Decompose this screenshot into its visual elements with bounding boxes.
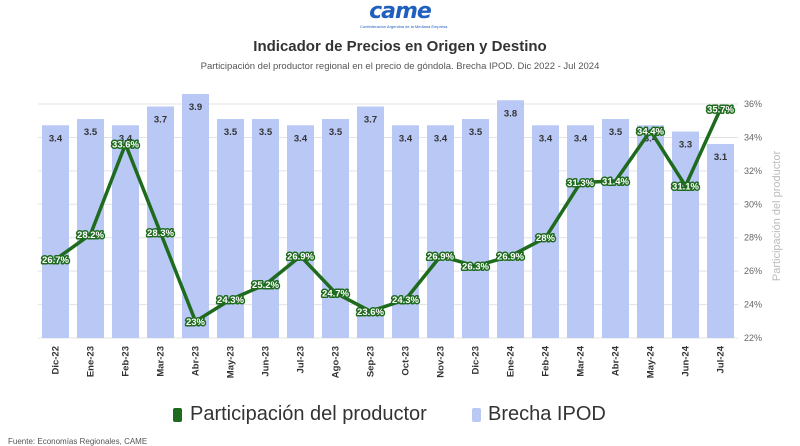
chart-title: Indicador de Precios en Origen y Destino <box>253 38 547 55</box>
bar <box>77 119 104 339</box>
bar-value-label: 3.4 <box>399 133 413 144</box>
x-tick-label: Jun-23 <box>261 346 272 377</box>
bar-value-label: 3.9 <box>189 102 202 113</box>
y-axis-label: Participación del productor <box>771 151 783 282</box>
line-value-label: 26.7% <box>42 255 69 266</box>
bar-value-label: 3.5 <box>84 127 98 138</box>
bar <box>707 144 734 338</box>
x-tick-label: Dic-23 <box>471 346 482 375</box>
line-value-label: 35.7% <box>707 105 734 116</box>
x-tick-label: Sep-23 <box>366 346 377 377</box>
x-tick-label: Ago-23 <box>331 346 342 378</box>
x-tick-label: Mar-24 <box>576 345 587 376</box>
line-value-label: 28% <box>536 233 556 244</box>
line-value-label: 24.3% <box>392 295 419 306</box>
x-tick-label: Jul-23 <box>296 346 307 373</box>
legend-swatch-participacion <box>173 408 182 422</box>
x-tick-label: May-23 <box>226 346 237 378</box>
line-value-label: 24.3% <box>217 295 244 306</box>
source-note: Fuente: Economías Regionales, CAME <box>8 437 148 446</box>
line-value-label: 23% <box>186 317 206 328</box>
bar-value-label: 3.4 <box>574 133 588 144</box>
line-value-label: 28.2% <box>77 230 104 241</box>
bar-value-label: 3.5 <box>259 127 273 138</box>
y-tick-label: 26% <box>744 266 762 276</box>
x-tick-label: Nov-23 <box>436 346 447 378</box>
y-tick-label: 28% <box>744 233 762 243</box>
bar-value-label: 3.7 <box>154 115 167 126</box>
y-tick-label: 30% <box>744 199 762 209</box>
bar <box>497 100 524 338</box>
y-tick-label: 32% <box>744 166 762 176</box>
bar-value-label: 3.5 <box>224 127 238 138</box>
bar <box>322 119 349 339</box>
bar <box>427 125 454 339</box>
bar-value-label: 3.8 <box>504 108 517 119</box>
bar <box>637 125 664 339</box>
y-tick-label: 34% <box>744 132 762 142</box>
chart-subtitle: Participación del productor regional en … <box>200 61 600 72</box>
x-tick-label: Oct-23 <box>401 346 412 376</box>
line-value-label: 26.9% <box>427 252 454 263</box>
bar <box>147 106 174 338</box>
bar <box>462 119 489 339</box>
y-tick-label: 36% <box>744 99 762 109</box>
bar-value-label: 3.4 <box>644 133 658 144</box>
x-tick-label: Ene-23 <box>86 346 97 377</box>
line-value-label: 28.3% <box>147 228 174 239</box>
line-value-label: 31.1% <box>672 181 699 192</box>
x-tick-label: Feb-24 <box>541 345 552 376</box>
line-value-label: 31.4% <box>602 176 629 187</box>
bar <box>287 125 314 339</box>
logo-wordmark: came <box>369 0 432 24</box>
line-value-label: 26.9% <box>497 252 524 263</box>
x-tick-label: Jul-24 <box>716 345 727 373</box>
x-tick-label: Ene-24 <box>506 345 517 377</box>
legend-swatch-brecha <box>472 408 481 422</box>
bar <box>112 125 139 339</box>
logo-subtitle: Confederación Argentina de la Mediana Em… <box>360 24 448 29</box>
bar-value-label: 3.5 <box>609 127 623 138</box>
line-value-label: 31.3% <box>567 178 594 189</box>
bar-value-label: 3.4 <box>49 133 63 144</box>
bar <box>357 106 384 338</box>
x-tick-label: Abr-24 <box>611 345 622 376</box>
line-value-label: 24.7% <box>322 288 349 299</box>
bar <box>532 125 559 339</box>
bar-value-label: 3.4 <box>119 133 133 144</box>
bar <box>567 125 594 339</box>
bar-value-label: 3.4 <box>539 133 553 144</box>
line-value-label: 26.9% <box>287 252 314 263</box>
y-tick-label: 24% <box>744 300 762 310</box>
bar-value-label: 3.5 <box>329 127 343 138</box>
line-value-label: 34.4% <box>637 126 664 137</box>
bar-value-label: 3.7 <box>364 115 377 126</box>
legend-label-participacion: Participación del productor <box>190 403 427 425</box>
bar-value-label: 3.4 <box>294 133 308 144</box>
bar-value-label: 3.3 <box>679 140 692 151</box>
x-tick-label: Jun-24 <box>681 345 692 376</box>
x-tick-label: Abr-23 <box>191 346 202 376</box>
x-tick-label: Dic-22 <box>51 346 62 375</box>
line-value-label: 33.6% <box>112 140 139 151</box>
bar <box>602 119 629 339</box>
series-line-participacion <box>54 108 723 324</box>
legend-label-brecha: Brecha IPOD <box>488 403 606 425</box>
line-value-label: 25.2% <box>252 280 279 291</box>
x-tick-label: May-24 <box>646 345 657 378</box>
bar <box>252 119 279 339</box>
bar-value-label: 3.5 <box>469 127 483 138</box>
line-value-label: 23.6% <box>357 307 384 318</box>
bar <box>392 125 419 339</box>
y-tick-label: 22% <box>744 333 762 343</box>
bar <box>42 125 69 339</box>
x-tick-label: Feb-23 <box>121 346 132 377</box>
x-tick-label: Mar-23 <box>156 346 167 377</box>
bar-value-label: 3.1 <box>714 152 728 163</box>
bar-value-label: 3.4 <box>434 133 448 144</box>
came-logo: came Confederación Argentina de la Media… <box>360 0 448 34</box>
line-value-label: 26.3% <box>462 262 489 273</box>
